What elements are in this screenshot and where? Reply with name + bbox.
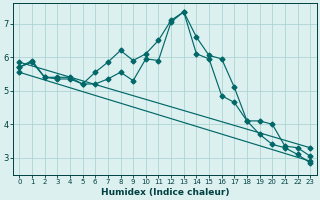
- X-axis label: Humidex (Indice chaleur): Humidex (Indice chaleur): [100, 188, 229, 197]
